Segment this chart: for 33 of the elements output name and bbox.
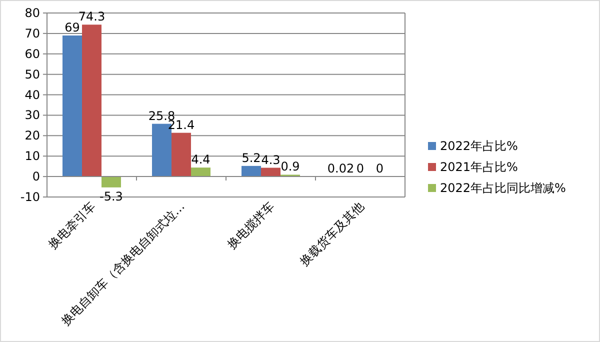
y-tick-label: 0 — [32, 170, 40, 184]
legend-label: 2021年占比% — [440, 160, 518, 174]
data-label: -5.3 — [100, 189, 123, 204]
x-tick-label: 换电搅拌车 — [224, 199, 277, 252]
y-tick-label: 20 — [24, 128, 40, 143]
y-tick-label: 80 — [24, 6, 40, 20]
data-label: 0.9 — [280, 160, 300, 174]
bar — [62, 35, 82, 177]
data-label: 4.4 — [191, 152, 210, 167]
y-tick-label: 10 — [24, 149, 40, 164]
x-tick-label: 换电牵引车 — [46, 199, 98, 252]
data-label: 4.3 — [261, 152, 280, 167]
legend-label: 2022年占比同比增减% — [440, 181, 566, 195]
legend-label: 2022年占比% — [440, 139, 518, 153]
y-tick-label: 30 — [24, 108, 40, 122]
data-label: 0 — [376, 162, 384, 176]
bar — [191, 168, 210, 177]
data-label: 5.2 — [242, 150, 261, 165]
bar — [82, 24, 102, 177]
bar — [261, 168, 280, 177]
bar — [172, 132, 191, 177]
y-tick-label: 70 — [24, 26, 40, 40]
bar — [102, 176, 121, 188]
y-tick-label: 50 — [24, 67, 40, 82]
x-tick-label: 换载货车及其他 — [297, 199, 366, 269]
data-label: 74.3 — [78, 10, 106, 24]
data-label: 0.02 — [327, 162, 354, 176]
data-label: 0 — [356, 162, 364, 176]
y-tick-label: -10 — [20, 190, 40, 204]
y-tick-label: 60 — [24, 46, 40, 61]
data-label: 69 — [64, 20, 80, 34]
y-tick-label: 40 — [24, 88, 40, 102]
bar — [242, 166, 261, 177]
